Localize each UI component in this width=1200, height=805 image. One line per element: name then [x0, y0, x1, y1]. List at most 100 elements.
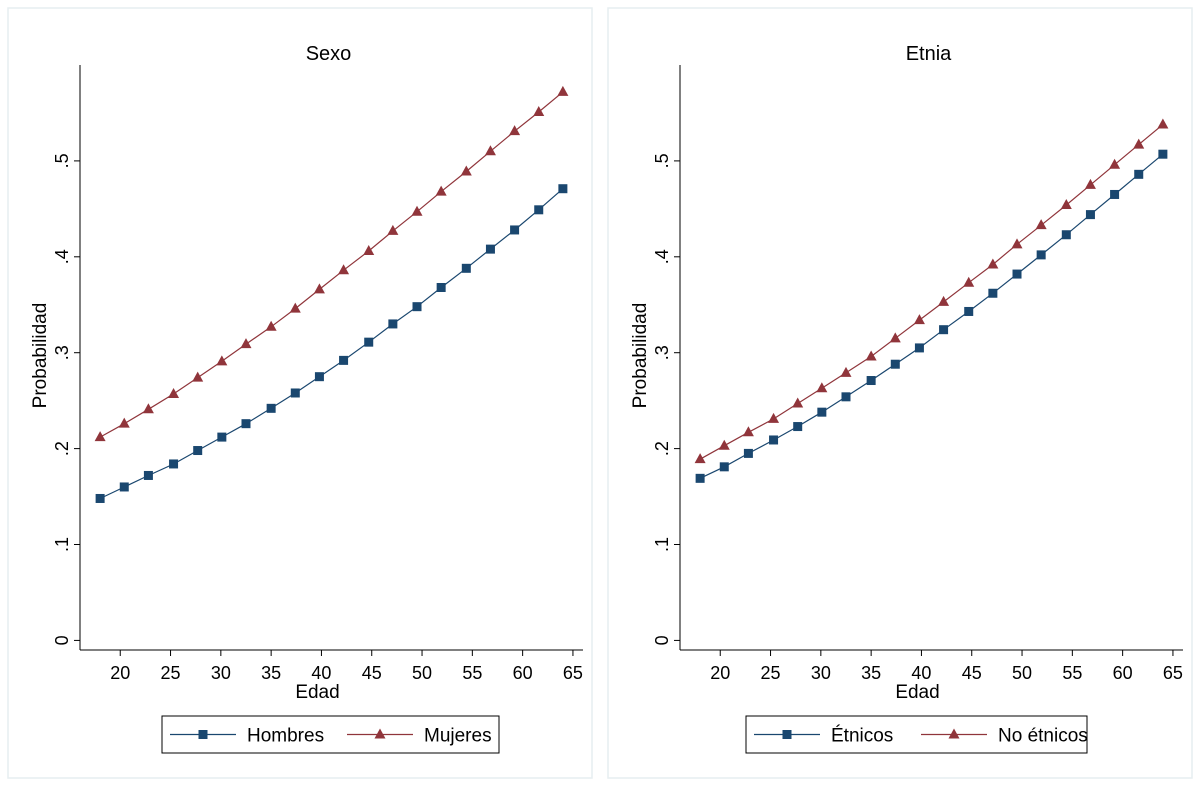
- series-point-1: [987, 258, 999, 269]
- x-tick-label: 20: [710, 663, 730, 683]
- series-point-0: [339, 355, 349, 365]
- chart-panel-etnia: Etnia 0 .1 .2 .3 .4 .5 20 25 30 35 40 45 50 55 60 65 Edad…: [600, 0, 1200, 800]
- legend-label: No étnicos: [998, 726, 1088, 747]
- series-point-0: [169, 459, 179, 469]
- y-tick-label: .2: [652, 441, 672, 456]
- x-axis-title: Edad: [895, 682, 939, 703]
- series-point-0: [866, 376, 876, 386]
- series-point-1: [387, 224, 399, 235]
- y-axis-title: Probabilidad: [30, 303, 51, 409]
- series-point-0: [241, 419, 251, 429]
- x-tick-label: 35: [261, 663, 281, 683]
- series-point-0: [534, 205, 544, 215]
- series-point-0: [119, 482, 129, 492]
- series-point-1: [840, 366, 852, 377]
- x-tick-label: 40: [311, 663, 331, 683]
- y-tick-label: .1: [52, 537, 72, 552]
- chart-title: Sexo: [306, 43, 352, 65]
- series-point-1: [1035, 219, 1047, 230]
- series-point-0: [841, 392, 851, 402]
- y-tick-label: .5: [52, 153, 72, 168]
- x-tick-label: 30: [211, 663, 231, 683]
- series-point-0: [510, 225, 520, 235]
- series-point-1: [533, 105, 545, 116]
- y-tick-label: 0: [652, 635, 672, 645]
- series-point-1: [718, 439, 730, 450]
- series-point-1: [913, 314, 925, 325]
- series-point-1: [142, 403, 154, 414]
- series-point-1: [289, 302, 301, 313]
- series-point-0: [743, 448, 753, 458]
- series-point-1: [1011, 238, 1023, 249]
- series-point-1: [1109, 158, 1121, 169]
- series-point-1: [509, 125, 521, 136]
- chart-panel-sexo: Sexo 0 .1 .2 .3 .4 .5 20 25 30 35 40 45 50 55 60 65 Edad P…: [0, 0, 600, 800]
- legend-key-marker: [948, 728, 960, 739]
- series-point-0: [193, 446, 203, 456]
- y-tick-label: .4: [52, 249, 72, 264]
- series-point-0: [95, 493, 105, 503]
- x-tick-label: 45: [362, 663, 382, 683]
- series-point-1: [742, 426, 754, 437]
- series-point-0: [914, 343, 924, 353]
- x-tick-label: 60: [513, 663, 533, 683]
- series-point-1: [557, 85, 569, 96]
- x-tick-label: 60: [1113, 663, 1133, 683]
- series-point-1: [118, 417, 130, 428]
- series-point-0: [364, 337, 374, 347]
- series-point-1: [1133, 138, 1145, 149]
- series-point-1: [240, 338, 252, 349]
- series-point-0: [939, 325, 949, 335]
- series-point-0: [1036, 250, 1046, 260]
- x-tick-label: 45: [962, 663, 982, 683]
- legend-key-marker: [198, 730, 208, 739]
- series-point-1: [816, 382, 828, 393]
- series-point-0: [988, 288, 998, 298]
- x-tick-label: 65: [1163, 663, 1183, 683]
- series-point-0: [1085, 210, 1095, 220]
- legend-label: Étnicos: [831, 726, 893, 747]
- series-point-1: [435, 185, 447, 196]
- series-point-0: [485, 244, 495, 254]
- y-tick-label: .1: [652, 537, 672, 552]
- x-axis-title: Edad: [295, 682, 339, 703]
- series-point-0: [217, 432, 227, 442]
- series-point-0: [1110, 189, 1120, 199]
- y-tick-label: 0: [52, 635, 72, 645]
- series-point-1: [313, 283, 325, 294]
- series-point-0: [964, 306, 974, 316]
- legend-label: Mujeres: [424, 726, 492, 747]
- chart-svg-etnia: Etnia 0 .1 .2 .3 .4 .5 20 25 30 35 40 45 50 55 60 65 Edad…: [607, 7, 1193, 779]
- series-point-0: [461, 263, 471, 273]
- series-point-0: [817, 407, 827, 417]
- series-point-0: [769, 435, 779, 445]
- series-point-0: [1158, 149, 1168, 159]
- series-point-0: [388, 319, 398, 329]
- series-point-0: [890, 359, 900, 369]
- legend-key-marker: [782, 730, 792, 739]
- series-point-0: [719, 462, 729, 472]
- y-tick-label: .2: [52, 441, 72, 456]
- series-point-1: [1157, 118, 1169, 129]
- series-point-1: [1060, 199, 1072, 210]
- series-point-1: [792, 397, 804, 408]
- series-point-1: [865, 350, 877, 361]
- series-point-1: [192, 371, 204, 382]
- series-point-1: [484, 145, 496, 156]
- series-point-1: [411, 205, 423, 216]
- x-tick-label: 20: [110, 663, 130, 683]
- series-point-0: [143, 470, 153, 480]
- series-point-1: [768, 412, 780, 423]
- series-point-0: [412, 302, 422, 312]
- legend-label: Hombres: [247, 726, 324, 747]
- series-point-1: [265, 320, 277, 331]
- y-tick-label: .3: [652, 345, 672, 360]
- y-tick-label: .5: [652, 153, 672, 168]
- series-point-1: [338, 264, 350, 275]
- series-point-1: [216, 355, 228, 366]
- series-point-0: [558, 184, 568, 194]
- y-tick-label: .3: [52, 345, 72, 360]
- x-tick-label: 35: [861, 663, 881, 683]
- series-point-0: [793, 422, 803, 432]
